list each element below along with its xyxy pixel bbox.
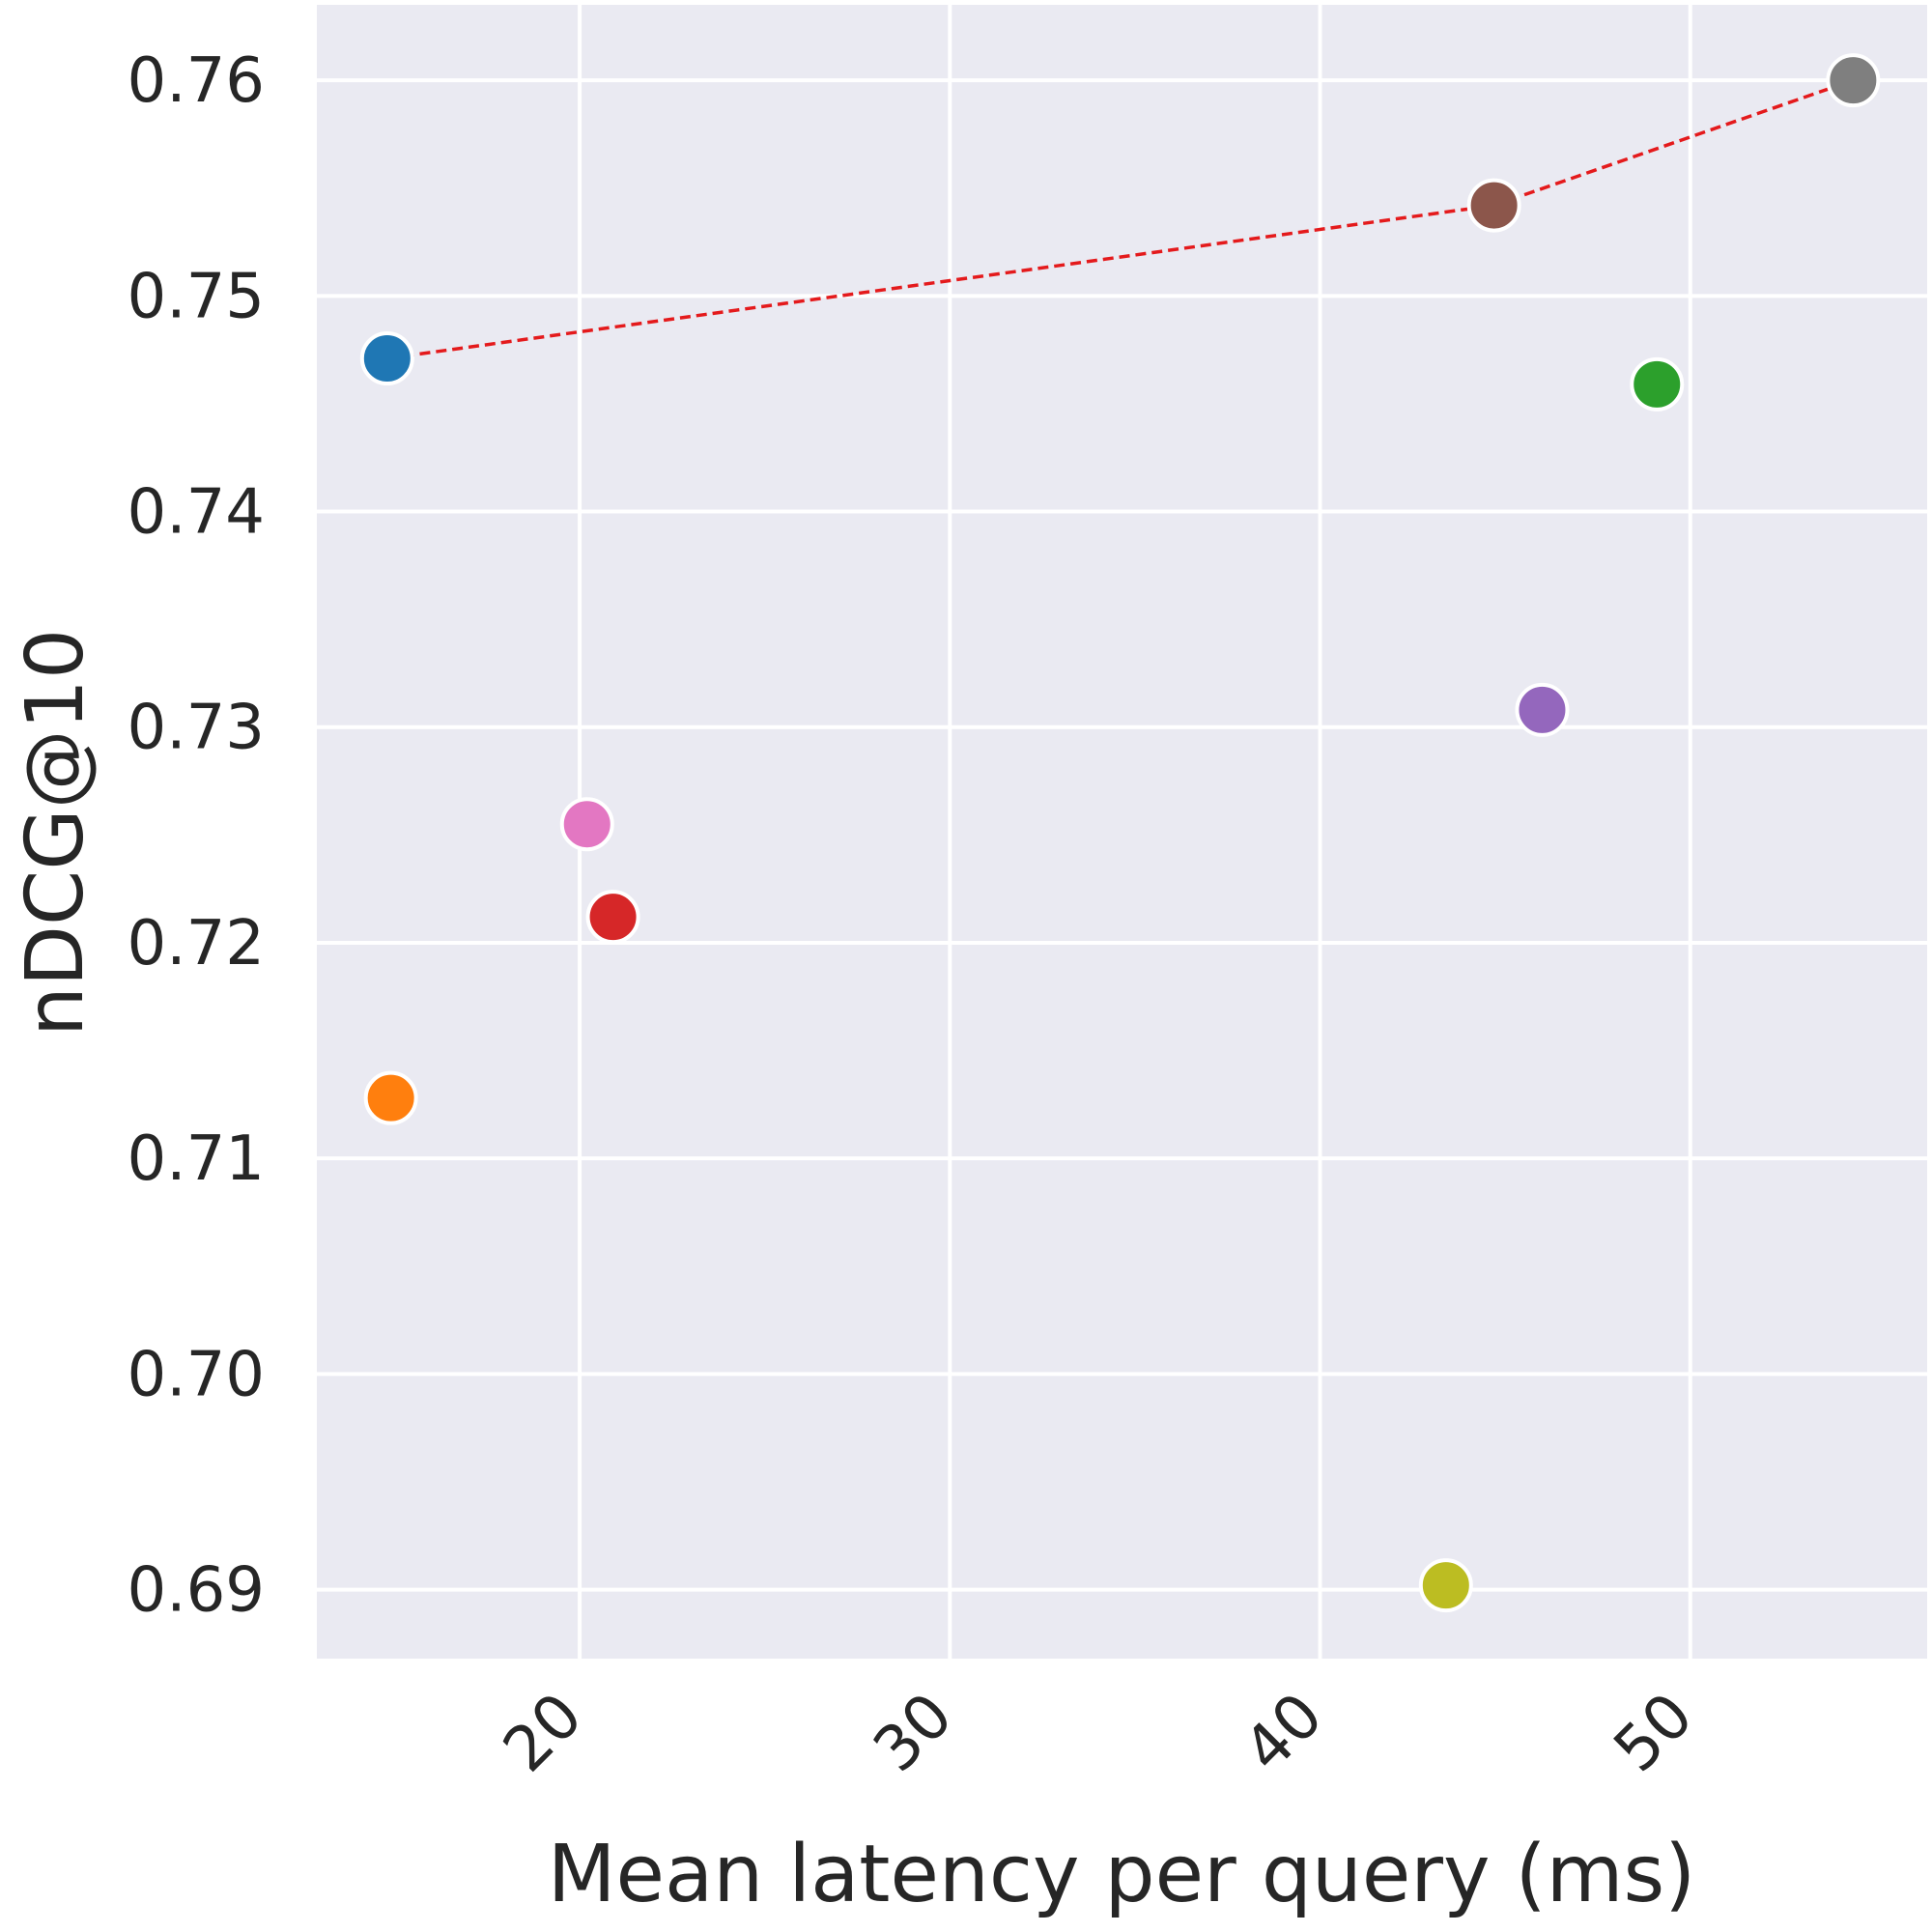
- data-point: [1630, 356, 1685, 412]
- x-tick-label: 40: [1231, 1680, 1337, 1786]
- y-tick-label: 0.74: [128, 477, 266, 549]
- y-tick-label: 0.72: [128, 908, 266, 980]
- data-point: [1515, 682, 1570, 737]
- x-tick-label: 30: [861, 1680, 967, 1786]
- data-point: [559, 797, 614, 852]
- y-tick-label: 0.76: [128, 45, 266, 117]
- data-point: [1466, 178, 1521, 233]
- data-points: [359, 53, 1881, 1613]
- y-tick-label: 0.71: [128, 1123, 266, 1195]
- data-point: [1418, 1558, 1473, 1613]
- data-point: [585, 890, 640, 945]
- data-point: [363, 1070, 418, 1125]
- x-tick-label: 50: [1601, 1680, 1707, 1786]
- y-tick-label: 0.73: [128, 693, 266, 764]
- plot-area: [317, 5, 1927, 1659]
- x-axis-label: Mean latency per query (ms): [548, 1829, 1695, 1920]
- y-tick-label: 0.69: [128, 1555, 266, 1627]
- data-point: [1826, 53, 1881, 108]
- x-tick-label: 20: [490, 1680, 596, 1786]
- y-tick-labels: 0.69 0.70 0.71 0.72 0.73 0.74 0.75 0.76: [128, 45, 266, 1626]
- y-tick-label: 0.75: [128, 261, 266, 332]
- y-tick-label: 0.70: [128, 1339, 266, 1410]
- data-point: [359, 331, 414, 386]
- x-tick-labels: 20 30 40 50: [490, 1680, 1707, 1786]
- y-axis-label: nDCG@10: [10, 629, 101, 1037]
